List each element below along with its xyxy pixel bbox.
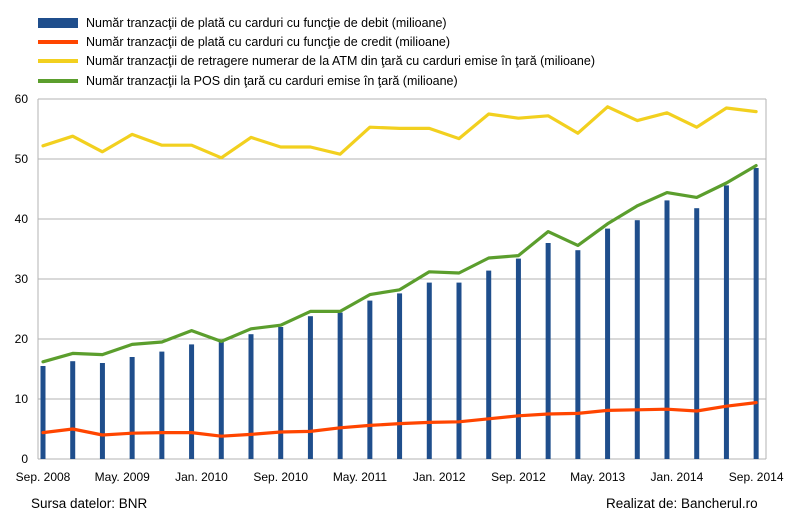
bar-debit	[397, 293, 403, 459]
legend-swatch-pos	[38, 78, 78, 83]
y-tick-label: 50	[15, 152, 29, 166]
legend-label-debit: Număr tranzacţii de plată cu carduri cu …	[86, 15, 447, 30]
bar-debit	[218, 341, 224, 459]
debit-bars	[40, 168, 759, 459]
bar-debit	[99, 363, 105, 459]
y-tick-label: 30	[15, 272, 29, 286]
legend-item-atm: Număr tranzacţii de retragere numerar de…	[38, 52, 778, 71]
series-lines	[41, 105, 758, 438]
y-tick-label: 0	[21, 452, 28, 466]
x-axis-ticks: Sep. 2008 May. 2009 Jan. 2010 Sep. 2010 May.…	[16, 470, 784, 484]
x-tick-label: Jan. 2010	[175, 470, 228, 484]
legend-label-pos: Număr tranzacţii la POS din ţară cu card…	[86, 73, 458, 88]
line-atm	[41, 105, 758, 160]
y-tick-label: 10	[15, 392, 29, 406]
bar-debit	[634, 220, 640, 459]
y-axis-ticks: 0 10 20 30 40 50 60	[15, 92, 29, 466]
x-tick-label: May. 2013	[570, 470, 625, 484]
x-tick-label: Jan. 2012	[413, 470, 466, 484]
bar-debit	[367, 300, 373, 459]
bar-debit	[664, 200, 670, 459]
bar-debit	[753, 168, 759, 459]
bar-debit	[40, 366, 46, 459]
legend-item-pos: Număr tranzacţii la POS din ţară cu card…	[38, 71, 778, 90]
line-credit	[41, 401, 758, 438]
legend-item-debit: Număr tranzacţii de plată cu carduri cu …	[38, 13, 778, 32]
bar-debit	[575, 250, 581, 459]
x-tick-label: May. 2011	[333, 470, 388, 484]
legend-label-credit: Număr tranzacţii de plată cu carduri cu …	[86, 34, 451, 49]
bar-debit	[70, 361, 76, 459]
y-tick-label: 40	[15, 212, 29, 226]
bar-debit	[694, 208, 700, 459]
line-pos	[41, 164, 758, 364]
bar-debit	[723, 185, 729, 459]
bar-debit	[159, 351, 165, 459]
bar-debit	[129, 357, 135, 459]
credit-note: Realizat de: Bancherul.ro	[606, 496, 758, 511]
x-tick-label: May. 2009	[95, 470, 150, 484]
legend-swatch-atm	[38, 59, 78, 64]
bar-debit	[248, 334, 254, 459]
legend-swatch-credit	[38, 39, 78, 44]
x-tick-label: Jan. 2014	[651, 470, 704, 484]
bar-debit	[486, 270, 492, 459]
bar-debit	[337, 312, 343, 459]
bar-debit	[456, 282, 462, 459]
x-tick-label: Sep. 2014	[729, 470, 784, 484]
legend-label-atm: Număr tranzacţii de retragere numerar de…	[86, 54, 596, 69]
bar-debit	[515, 258, 521, 459]
x-tick-label: Sep. 2008	[16, 470, 71, 484]
legend: Număr tranzacţii de plată cu carduri cu …	[38, 13, 778, 90]
source-note: Sursa datelor: BNR	[31, 496, 148, 511]
legend-swatch-debit	[38, 17, 78, 28]
legend-item-credit: Număr tranzacţii de plată cu carduri cu …	[38, 32, 778, 51]
x-tick-label: Sep. 2012	[491, 470, 546, 484]
bar-debit	[426, 282, 432, 459]
bar-debit	[278, 327, 284, 459]
bar-debit	[307, 316, 313, 459]
y-tick-label: 60	[15, 92, 29, 106]
y-tick-label: 20	[15, 332, 29, 346]
bar-debit	[545, 243, 551, 459]
bar-debit	[189, 344, 195, 459]
x-tick-label: Sep. 2010	[253, 470, 308, 484]
bar-debit	[605, 228, 611, 459]
